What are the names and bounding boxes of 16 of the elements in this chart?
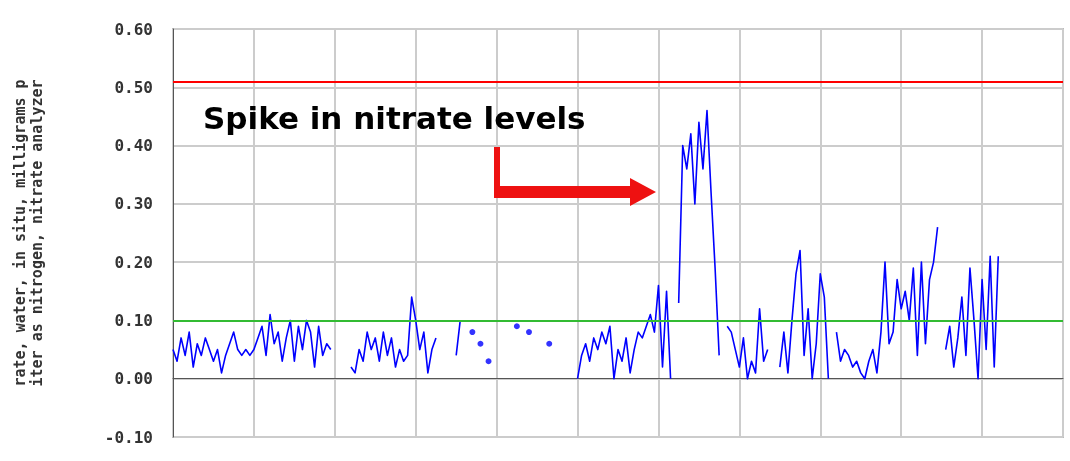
point <box>526 329 532 336</box>
y-tick-label: 0.30 <box>114 194 153 214</box>
point <box>477 340 484 347</box>
y-tick-label: 0.40 <box>114 136 153 156</box>
y-tick-label: 0.00 <box>114 369 153 389</box>
y-axis-title: rate, water, in situ, milligrams p iter as nitrogen, nitrate analyzer <box>10 79 46 387</box>
point <box>485 358 492 365</box>
y-tick-label: 0.10 <box>114 310 153 330</box>
y-tick-label: -0.10 <box>104 427 153 447</box>
annotation: Spike in nitrate levels <box>203 100 586 136</box>
point <box>546 340 553 347</box>
point <box>513 323 520 330</box>
y-tick-label: 0.20 <box>114 252 153 272</box>
y-tick-label: 0.60 <box>114 19 153 39</box>
y-tick-label: 0.50 <box>114 77 153 97</box>
point <box>469 329 476 336</box>
